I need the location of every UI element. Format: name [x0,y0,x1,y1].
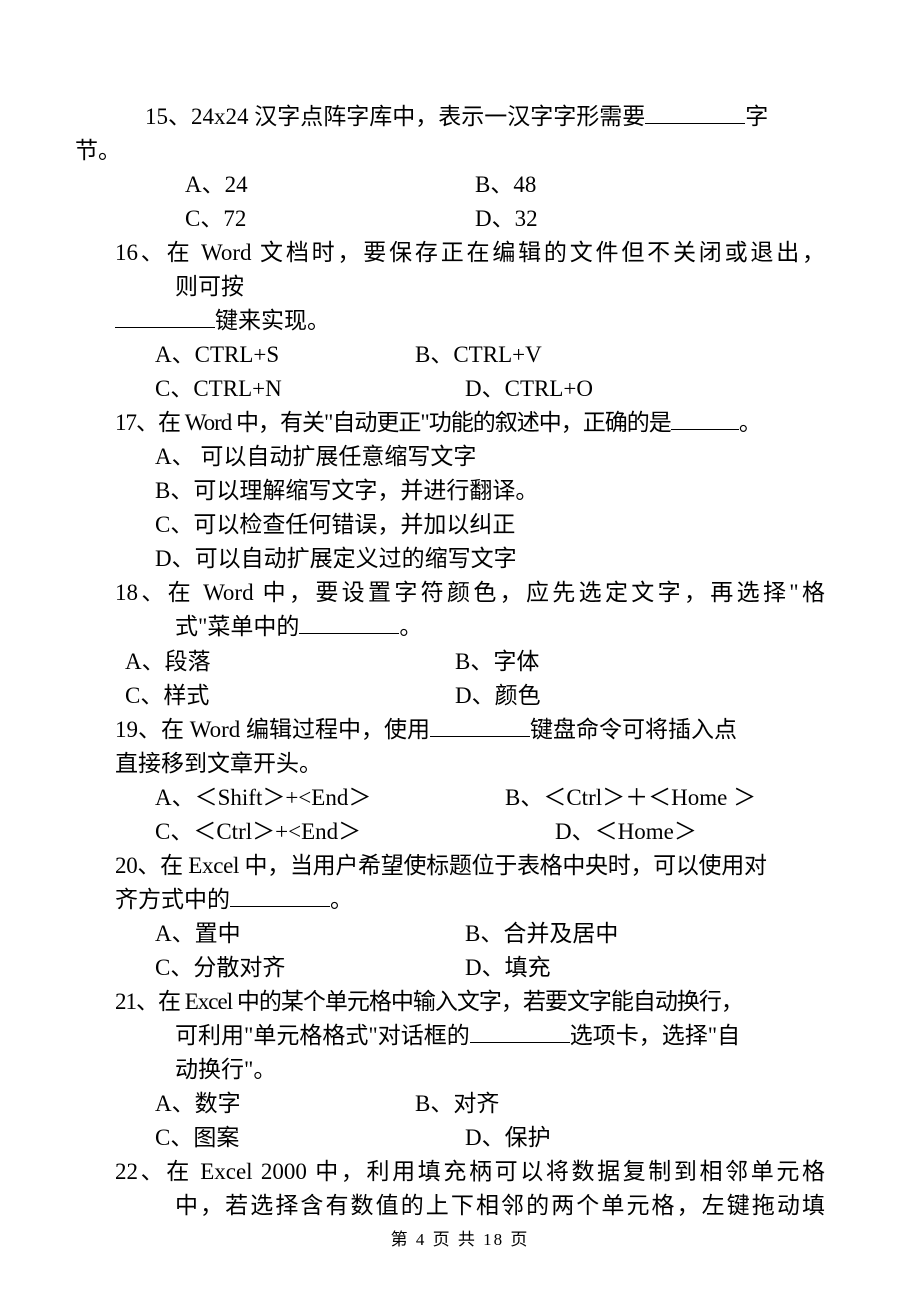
q15-line1: 15、24x24 汉字点阵字库中，表示一汉字字形需要 字 [145,100,845,134]
q19-row2: C、＜Ctrl＞+<End＞ D、＜Home＞ [75,815,845,849]
q18-row2: C、样式 D、颜色 [75,679,845,713]
q18-pre: 式"菜单中的 [175,614,299,639]
q18-optC: C、样式 [125,679,455,713]
q21-pre: 可利用"单元格格式"对话框的 [175,1023,470,1048]
q21-optA: A、数字 [155,1087,415,1121]
q20-pre: 齐方式中的 [115,887,230,912]
q15-optD: D、32 [475,202,538,236]
q19-optC: C、＜Ctrl＞+<End＞ [155,815,555,849]
q19-row1: A、＜Shift＞+<End＞ B、＜Ctrl＞＋＜Home ＞ [75,781,845,815]
q16-optB: B、CTRL+V [415,338,542,372]
q19-optB: B、＜Ctrl＞＋＜Home ＞ [505,781,756,815]
q21-optC: C、图案 [155,1121,465,1155]
q18-optA: A、段落 [125,645,455,679]
q19-line2: 直接移到文章开头。 [115,747,845,781]
q18-optB: B、字体 [455,645,539,679]
blank [230,883,330,907]
q17-optD: D、可以自动扩展定义过的缩写文字 [155,542,845,576]
blank [115,304,215,328]
q16-line3: 键来实现。 [115,304,845,338]
q15-optA: A、24 [185,168,475,202]
q20-line2: 齐方式中的 。 [115,883,845,917]
q20-optB: B、合并及居中 [465,917,618,951]
q21-line1: 21、在 Excel 中的某个单元格中输入文字，若要文字能自动换行， [115,985,845,1019]
blank [299,610,399,634]
q15-optB: B、48 [475,168,536,202]
q16-line2: 则可按 [175,270,845,304]
q17-pre: 17、在 Word 中，有关"自动更正"功能的叙述中，正确的是 [115,410,671,435]
q18-row1: A、段落 B、字体 [75,645,845,679]
q21-post: 选项卡，选择"自 [570,1023,740,1048]
q17-post: 。 [739,410,762,435]
q16-row2: C、CTRL+N D、CTRL+O [75,372,845,406]
q19-pre: 19、在 Word 编辑过程中，使用 [115,717,430,742]
q20-line1: 20、在 Excel 中，当用户希望使标题位于表格中央时，可以使用对 [115,849,845,883]
q17-optC: C、可以检查任何错误，并加以纠正 [155,508,845,542]
q22-line1: 22、在 Excel 2000 中，利用填充柄可以将数据复制到相邻单元格 [115,1155,825,1189]
blank [470,1019,570,1043]
q18-optD: D、颜色 [455,679,541,713]
q15-text-post: 字 [745,104,768,129]
q21-optD: D、保护 [465,1121,551,1155]
q15-text-pre: 15、24x24 汉字点阵字库中，表示一汉字字形需要 [145,104,645,129]
q16-line1: 16、在 Word 文档时，要保存正在编辑的文件但不关闭或退出， [115,236,825,270]
q21-optB: B、对齐 [415,1087,499,1121]
q16-optA: A、CTRL+S [155,338,415,372]
q16-l3-post: 键来实现。 [215,308,330,333]
blank [645,100,745,124]
q19-optA: A、＜Shift＞+<End＞ [155,781,505,815]
q21-line3: 动换行"。 [175,1053,845,1087]
q21-row2: C、图案 D、保护 [75,1121,845,1155]
q15-row1: A、24 B、48 [75,168,845,202]
q19-line1: 19、在 Word 编辑过程中，使用 键盘命令可将插入点 [115,713,845,747]
q20-optC: C、分散对齐 [155,951,465,985]
q20-optA: A、置中 [155,917,465,951]
q16-optD: D、CTRL+O [465,372,593,406]
q17-optA: A、 可以自动扩展任意缩写文字 [155,440,845,474]
q16-optC: C、CTRL+N [155,372,465,406]
q21-row1: A、数字 B、对齐 [75,1087,845,1121]
q15-line2: 节。 [75,134,845,168]
q16-row1: A、CTRL+S B、CTRL+V [75,338,845,372]
blank [430,713,530,737]
page: 15、24x24 汉字点阵字库中，表示一汉字字形需要 字 节。 A、24 B、48… [0,0,920,1300]
q20-post: 。 [330,887,353,912]
page-footer: 第 4 页 共 18 页 [0,1227,920,1252]
q18-line2: 式"菜单中的 。 [175,610,845,644]
q20-row2: C、分散对齐 D、填充 [75,951,845,985]
blank [671,406,739,430]
q15-row2: C、72 D、32 [75,202,845,236]
q20-row1: A、置中 B、合并及居中 [75,917,845,951]
q20-optD: D、填充 [465,951,551,985]
q15-optC: C、72 [185,202,475,236]
q19-post: 键盘命令可将插入点 [530,717,737,742]
q18-line1: 18、在 Word 中，要设置字符颜色，应先选定文字，再选择"格 [115,576,825,610]
q21-line2: 可利用"单元格格式"对话框的 选项卡，选择"自 [175,1019,845,1053]
q17-optB: B、可以理解缩写文字，并进行翻译。 [155,474,845,508]
q19-optD: D、＜Home＞ [555,815,697,849]
q17-line1: 17、在 Word 中，有关"自动更正"功能的叙述中，正确的是 。 [115,406,845,440]
q22-line2: 中，若选择含有数值的上下相邻的两个单元格，左键拖动填 [175,1189,825,1223]
q18-post: 。 [399,614,422,639]
